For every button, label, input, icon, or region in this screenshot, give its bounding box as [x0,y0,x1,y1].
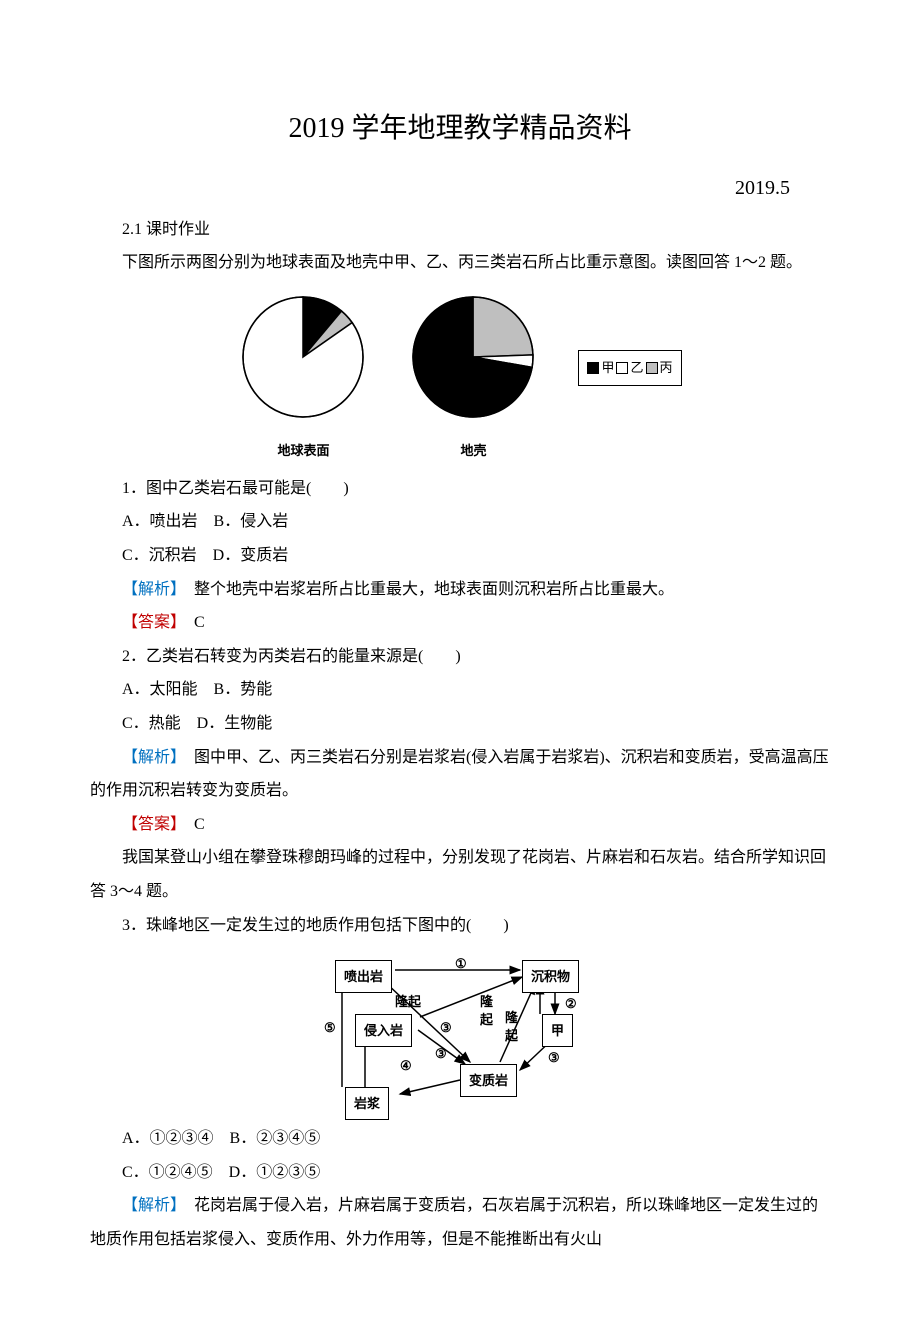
section-label: 2.1 课时作业 [90,213,830,247]
q1-ans-text: C [178,614,205,631]
q3-opt-ab: A．①②③④ B．②③④⑤ [90,1122,830,1156]
q2-explanation: 【解析】 图中甲、乙、丙三类岩石分别是岩浆岩(侵入岩属于岩浆岩)、沉积岩和变质岩… [90,741,830,808]
q2-stem: 2．乙类岩石转变为丙类岩石的能量来源是( ) [90,640,830,674]
label-2: ② [565,990,577,1017]
node-jia: 甲 [542,1014,573,1047]
label-5: ⑤ [324,1014,336,1041]
page-title: 2019 学年地理教学精品资料 [90,100,830,159]
node-penchu: 喷出岩 [335,960,392,993]
label-longqi2b: 起 [480,1006,493,1033]
legend-swatch-a [587,362,599,374]
pie-left-label: 地球表面 [238,437,368,464]
pie-right [408,292,538,422]
intro-2: 我国某登山小组在攀登珠穆朗玛峰的过程中，分别发现了花岗岩、片麻岩和石灰岩。结合所… [90,841,830,908]
legend-swatch-b [616,362,628,374]
label-4: ④ [400,1052,412,1079]
node-yanjiang: 岩浆 [345,1087,389,1120]
legend-b: 乙 [630,354,643,381]
q1-stem: 1．图中乙类岩石最可能是( ) [90,472,830,506]
pie-right-label: 地壳 [408,437,538,464]
q1-opt-cd: C．沉积岩 D．变质岩 [90,539,830,573]
pie-charts-row: 地球表面 地壳 甲 乙 丙 [90,292,830,464]
q3-expl-text: 花岗岩属于侵入岩，片麻岩属于变质岩，石灰岩属于沉积岩，所以珠峰地区一定发生过的地… [90,1197,818,1248]
q1-expl-label: 【解析】 [122,581,178,598]
label-3b: ③ [435,1040,447,1067]
q1-ans-label: 【答案】 [122,614,178,631]
q1-explanation: 【解析】 整个地壳中岩浆岩所占比重最大，地球表面则沉积岩所占比重最大。 [90,573,830,607]
q1-opt-ab: A．喷出岩 B．侵入岩 [90,505,830,539]
q1-answer: 【答案】 C [90,606,830,640]
rock-cycle-diagram: 喷出岩 沉积物 侵入岩 甲 岩浆 变质岩 ① ② ③ ③ ③ ④ ⑤ 隆起 隆 … [90,952,830,1112]
pie-left-block: 地球表面 [238,292,368,464]
pie-left [238,292,368,422]
q2-expl-label: 【解析】 [122,749,178,766]
label-3c: ③ [548,1044,560,1071]
q2-expl-text: 图中甲、乙、丙三类岩石分别是岩浆岩(侵入岩属于岩浆岩)、沉积岩和变质岩，受高温高… [90,749,829,800]
q2-opt-ab: A．太阳能 B．势能 [90,673,830,707]
label-longqi1: 隆起 [395,988,421,1015]
pie-legend: 甲 乙 丙 [578,350,681,385]
label-3a: ③ [440,1014,452,1041]
node-chenjiwu: 沉积物 [522,960,579,993]
date-label: 2019.5 [90,167,830,209]
q1-expl-text: 整个地壳中岩浆岩所占比重最大，地球表面则沉积岩所占比重最大。 [178,581,674,598]
q3-explanation: 【解析】 花岗岩属于侵入岩，片麻岩属于变质岩，石灰岩属于沉积岩，所以珠峰地区一定… [90,1189,830,1256]
legend-a: 甲 [601,354,614,381]
q2-answer: 【答案】 C [90,808,830,842]
intro-1: 下图所示两图分别为地球表面及地壳中甲、乙、丙三类岩石所占比重示意图。读图回答 1… [90,246,830,280]
q2-opt-cd: C．热能 D．生物能 [90,707,830,741]
legend-c: 丙 [660,354,673,381]
q2-ans-label: 【答案】 [122,816,178,833]
label-longqi3b: 起 [505,1022,518,1049]
q3-stem: 3．珠峰地区一定发生过的地质作用包括下图中的( ) [90,909,830,943]
node-bianzhi: 变质岩 [460,1064,517,1097]
q2-ans-text: C [178,816,205,833]
node-qinru: 侵入岩 [355,1014,412,1047]
label-1: ① [455,950,467,977]
q3-opt-cd: C．①②④⑤ D．①②③⑤ [90,1156,830,1190]
legend-swatch-c [646,362,658,374]
q3-expl-label: 【解析】 [122,1197,178,1214]
pie-right-block: 地壳 [408,292,538,464]
